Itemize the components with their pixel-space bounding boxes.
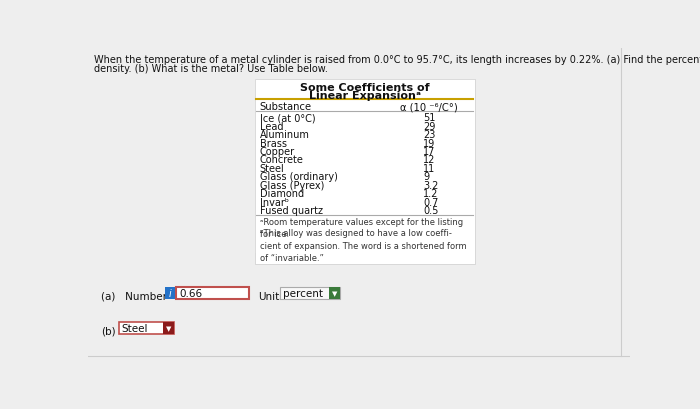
Text: Steel: Steel [122,323,148,333]
Text: 3.2: 3.2 [423,180,438,191]
Text: Glass (ordinary): Glass (ordinary) [260,172,337,182]
Text: percent: percent [283,288,323,298]
FancyBboxPatch shape [165,287,176,299]
FancyBboxPatch shape [162,322,174,334]
Text: Aluminum: Aluminum [260,130,309,140]
Text: Glass (Pyrex): Glass (Pyrex) [260,180,324,191]
Text: 11: 11 [423,164,435,173]
Text: 29: 29 [423,121,435,131]
Text: 17: 17 [423,147,435,157]
Text: ᵇThis alloy was designed to have a low coeffi-
cient of expansion. The word is a: ᵇThis alloy was designed to have a low c… [260,229,466,263]
FancyBboxPatch shape [328,287,340,299]
Text: Diamond: Diamond [260,189,304,199]
FancyBboxPatch shape [255,80,475,254]
Text: ▼: ▼ [332,290,337,297]
Text: Invarᵇ: Invarᵇ [260,197,288,207]
Text: Steel: Steel [260,164,284,173]
FancyBboxPatch shape [255,80,475,264]
Text: Lead: Lead [260,121,283,131]
Text: (a)   Number: (a) Number [102,291,167,301]
Text: Fused quartz: Fused quartz [260,206,323,216]
Text: Brass: Brass [260,138,286,148]
Text: i: i [169,288,172,298]
Text: 23: 23 [423,130,435,140]
Text: When the temperature of a metal cylinder is raised from 0.0°C to 95.7°C, its len: When the temperature of a metal cylinder… [94,55,700,65]
Text: 0.66: 0.66 [179,288,202,298]
Text: density. (b) What is the metal? Use Table below.: density. (b) What is the metal? Use Tabl… [94,64,328,74]
FancyBboxPatch shape [176,287,249,299]
Text: Concrete: Concrete [260,155,303,165]
Text: ▼: ▼ [166,325,172,331]
Text: 19: 19 [423,138,435,148]
Text: 12: 12 [423,155,435,165]
Text: Copper: Copper [260,147,295,157]
Text: 51: 51 [423,113,435,123]
Text: ᵃRoom temperature values except for the listing
for ice.: ᵃRoom temperature values except for the … [260,217,463,239]
FancyBboxPatch shape [118,322,174,334]
Text: (b): (b) [102,326,116,335]
Text: Substance: Substance [260,102,312,112]
FancyBboxPatch shape [280,287,340,299]
Text: Some Coefficients of: Some Coefficients of [300,83,430,93]
Text: Units: Units [258,291,285,301]
Text: Ice (at 0°C): Ice (at 0°C) [260,113,315,123]
Text: Linear Expansionᵃ: Linear Expansionᵃ [309,90,421,101]
Text: 1.2: 1.2 [423,189,438,199]
Text: α (10 ⁻⁶/C°): α (10 ⁻⁶/C°) [400,102,458,112]
Text: 0.5: 0.5 [423,206,438,216]
Text: 0.7: 0.7 [423,197,438,207]
Text: 9: 9 [423,172,429,182]
